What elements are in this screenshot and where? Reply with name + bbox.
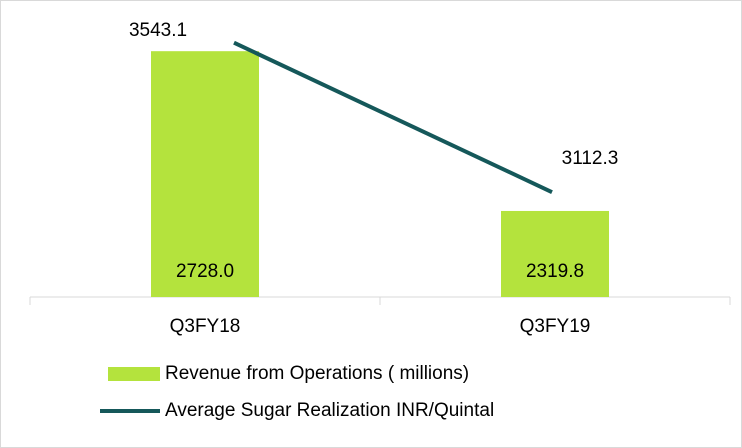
data-label: 3543.1 <box>129 20 187 41</box>
data-label: 2728.0 <box>176 261 234 282</box>
legend-label: Revenue from Operations ( millions) <box>165 363 469 384</box>
data-label: 2319.8 <box>526 261 584 282</box>
x-tick-label: Q3FY18 <box>170 316 241 337</box>
bar <box>151 51 259 297</box>
legend-label: Average Sugar Realization INR/Quintal <box>165 400 494 421</box>
bar <box>501 210 609 297</box>
line <box>233 40 553 194</box>
legend-swatch <box>108 367 160 381</box>
x-tick-label: Q3FY19 <box>520 316 591 337</box>
data-label: 3112.3 <box>562 148 619 169</box>
